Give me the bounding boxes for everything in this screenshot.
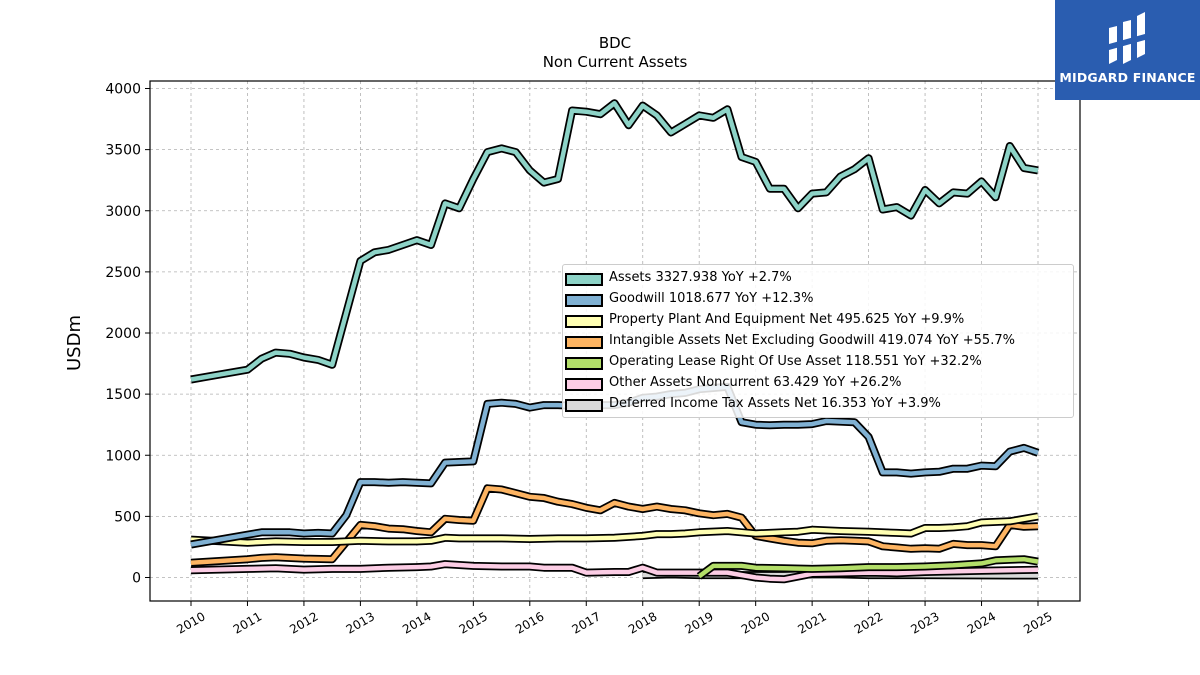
chart-title: BDC bbox=[599, 34, 631, 52]
legend-swatch bbox=[565, 336, 603, 349]
y-tick-label: 0 bbox=[132, 571, 141, 587]
y-tick-label: 3500 bbox=[105, 143, 141, 159]
y-tick-label: 2000 bbox=[105, 326, 141, 342]
legend: Assets 3327.938 YoY +2.7% Goodwill 1018.6… bbox=[562, 264, 1074, 418]
legend-item: Property Plant And Equipment Net 495.625… bbox=[563, 311, 1073, 331]
x-tick-label: 2019 bbox=[682, 609, 715, 636]
legend-label: Intangible Assets Net Excluding Goodwill… bbox=[609, 333, 1015, 348]
x-tick-label: 2014 bbox=[400, 609, 433, 636]
midgard-logo[interactable]: MIDGARD FINANCE bbox=[1055, 0, 1200, 100]
y-tick-label: 500 bbox=[114, 509, 141, 525]
legend-swatch bbox=[565, 273, 603, 286]
x-tick-label: 2016 bbox=[513, 609, 546, 636]
series-outline-intangible-assets-net-excluding-goodwill bbox=[190, 484, 1039, 567]
x-tick-label: 2021 bbox=[795, 609, 828, 636]
legend-swatch bbox=[565, 294, 603, 307]
x-tick-label: 2025 bbox=[1021, 609, 1054, 636]
midgard-logo-icon bbox=[1109, 12, 1145, 64]
series-line-other-assets-noncurrent bbox=[190, 561, 1039, 582]
legend-label: Deferred Income Tax Assets Net 16.353 Yo… bbox=[609, 396, 941, 411]
x-tick-label: 2020 bbox=[739, 609, 772, 636]
legend-label: Goodwill 1018.677 YoY +12.3% bbox=[609, 291, 814, 306]
legend-label: Property Plant And Equipment Net 495.625… bbox=[609, 312, 965, 327]
legend-swatch bbox=[565, 399, 603, 412]
series-line-intangible-assets-net-excluding-goodwill bbox=[190, 486, 1039, 566]
y-tick-label: 2500 bbox=[105, 265, 141, 281]
legend-swatch bbox=[565, 357, 603, 370]
x-tick-label: 2013 bbox=[344, 609, 377, 636]
chart-subtitle: Non Current Assets bbox=[543, 53, 688, 71]
x-tick-label: 2017 bbox=[570, 609, 603, 636]
x-tick-label: 2022 bbox=[852, 609, 885, 636]
legend-label: Other Assets Noncurrent 63.429 YoY +26.2… bbox=[609, 375, 902, 390]
legend-label: Operating Lease Right Of Use Asset 118.5… bbox=[609, 354, 982, 369]
x-tick-label: 2023 bbox=[908, 609, 941, 636]
y-tick-label: 1000 bbox=[105, 448, 141, 464]
y-tick-label: 1500 bbox=[105, 387, 141, 403]
x-tick-label: 2015 bbox=[457, 609, 490, 636]
series-line-assets bbox=[190, 100, 1039, 382]
y-tick-label: 4000 bbox=[105, 82, 141, 98]
series-line-operating-lease-right-of-use-asset bbox=[697, 556, 1039, 579]
x-tick-label: 2018 bbox=[626, 609, 659, 636]
legend-item: Intangible Assets Net Excluding Goodwill… bbox=[563, 332, 1073, 352]
legend-swatch bbox=[565, 378, 603, 391]
x-tick-label: 2011 bbox=[231, 609, 264, 636]
legend-swatch bbox=[565, 315, 603, 328]
legend-item: Assets 3327.938 YoY +2.7% bbox=[563, 269, 1073, 289]
legend-item: Deferred Income Tax Assets Net 16.353 Yo… bbox=[563, 395, 1073, 415]
legend-item: Other Assets Noncurrent 63.429 YoY +26.2… bbox=[563, 374, 1073, 394]
logo-text: MIDGARD FINANCE bbox=[1059, 70, 1196, 85]
legend-label: Assets 3327.938 YoY +2.7% bbox=[609, 270, 792, 285]
legend-item: Goodwill 1018.677 YoY +12.3% bbox=[563, 290, 1073, 310]
legend-item: Operating Lease Right Of Use Asset 118.5… bbox=[563, 353, 1073, 373]
x-tick-label: 2010 bbox=[174, 609, 207, 636]
y-axis-label: USDm bbox=[64, 315, 85, 371]
x-tick-label: 2012 bbox=[287, 609, 320, 636]
series-line-property-plant-and-equipment-net bbox=[190, 514, 1039, 545]
x-tick-label: 2024 bbox=[965, 609, 998, 636]
y-tick-label: 3000 bbox=[105, 204, 141, 220]
plot-frame bbox=[149, 80, 1081, 602]
